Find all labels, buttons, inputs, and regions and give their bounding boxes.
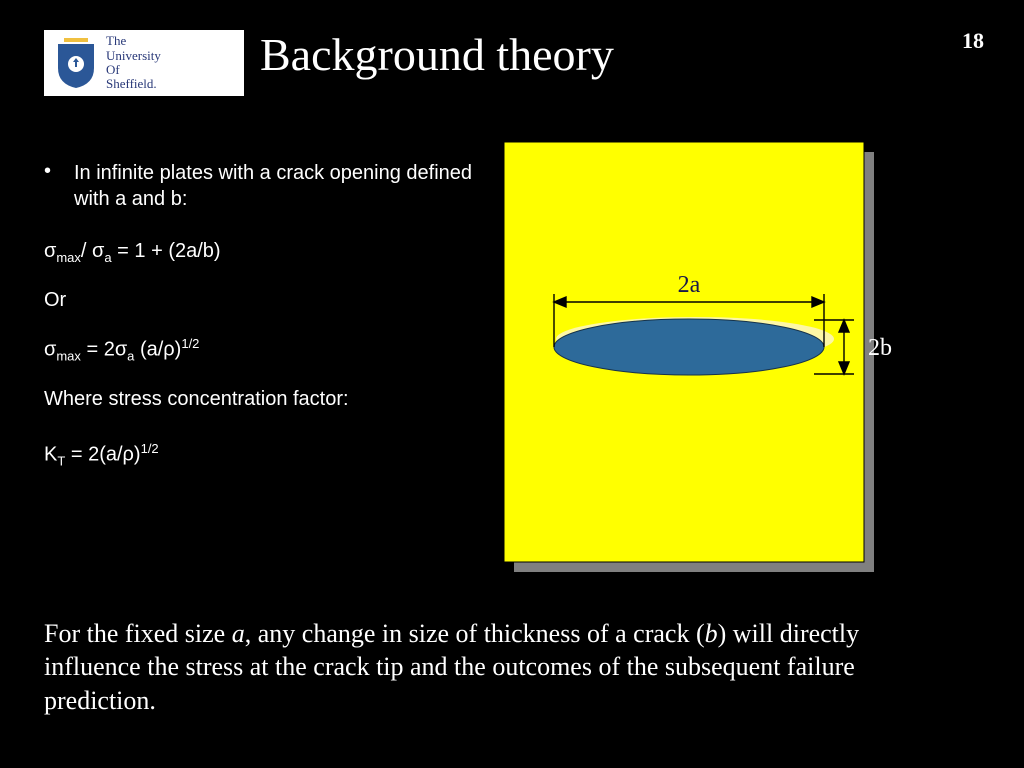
or-text: Or <box>44 289 474 312</box>
logo-line3: Of <box>106 63 161 77</box>
svg-text:2a: 2a <box>678 272 701 298</box>
crack-diagram: 2a 2b <box>494 142 894 572</box>
equation-2: σmax = 2σa (a/ρ)1/2 <box>44 336 474 364</box>
bullet-text: In infinite plates with a crack opening … <box>74 160 474 212</box>
svg-text:2b: 2b <box>868 335 892 361</box>
slide-number: 18 <box>962 28 984 54</box>
bullet-item: • In infinite plates with a crack openin… <box>44 160 474 212</box>
slide-title: Background theory <box>260 28 614 81</box>
equation-3: KT = 2(a/ρ)1/2 <box>44 441 474 469</box>
equation-1: σmax/ σa = 1 + (2a/b) <box>44 240 474 265</box>
bottom-paragraph: For the fixed size a, any change in size… <box>44 617 924 718</box>
logo-line1: The <box>106 34 161 48</box>
logo-line2: University <box>106 49 161 63</box>
university-logo: The University Of Sheffield. <box>44 30 244 96</box>
crest-icon <box>54 38 98 88</box>
where-text: Where stress concentration factor: <box>44 388 474 411</box>
bullet-marker: • <box>44 160 74 212</box>
content-column: • In infinite plates with a crack openin… <box>44 160 474 492</box>
logo-text: The University Of Sheffield. <box>106 34 161 91</box>
logo-line4: Sheffield. <box>106 77 161 91</box>
